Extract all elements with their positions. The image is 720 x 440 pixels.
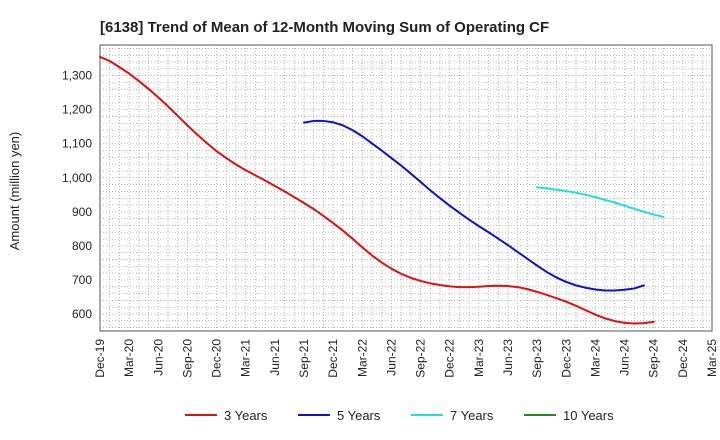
x-tick-label: Sep-22: [414, 339, 428, 378]
x-tick-label: Dec-20: [210, 339, 224, 378]
x-tick-label: Dec-23: [559, 339, 573, 378]
x-tick-label: Jun-21: [268, 339, 282, 376]
x-tick-label: Dec-21: [326, 339, 340, 378]
x-tick-label: Sep-23: [530, 339, 544, 378]
x-tick-label: Jun-23: [501, 339, 515, 376]
chart-title: [6138] Trend of Mean of 12-Month Moving …: [100, 19, 549, 36]
legend-label: 5 Years: [337, 408, 381, 423]
x-tick-label: Dec-22: [443, 339, 457, 378]
x-tick-label: Mar-23: [472, 339, 486, 377]
x-tick-label: Jun-20: [151, 339, 165, 376]
x-tick-label: Sep-20: [180, 339, 194, 378]
y-axis-ticks: 600 700 800 900 1,000 1,100 1,200 1,300: [62, 69, 92, 321]
legend-label: 10 Years: [563, 408, 614, 423]
x-tick-label: Mar-21: [239, 339, 253, 377]
legend: 3 Years 5 Years 7 Years 10 Years: [185, 408, 614, 423]
x-tick-label: Jun-22: [384, 339, 398, 376]
y-tick-label: 1,100: [62, 137, 92, 151]
y-tick-label: 600: [72, 307, 92, 321]
x-tick-label: Mar-22: [355, 339, 369, 377]
y-axis-label: Amount (million yen): [7, 132, 22, 251]
x-tick-label: Jun-24: [618, 339, 632, 376]
x-tick-label: Sep-24: [647, 339, 661, 378]
y-tick-label: 800: [72, 239, 92, 253]
x-tick-label: Mar-20: [122, 339, 136, 377]
x-tick-label: Sep-21: [297, 339, 311, 378]
series-lines: [99, 55, 665, 325]
series-line-3-years: [99, 55, 655, 325]
x-tick-label: Dec-24: [676, 339, 690, 378]
x-tick-label: Dec-19: [93, 339, 107, 378]
series-line-5-years: [303, 119, 645, 292]
legend-label: 3 Years: [224, 408, 268, 423]
series-line-7-years: [536, 186, 665, 218]
x-axis-ticks: Dec-19 Mar-20 Jun-20 Sep-20 Dec-20 Mar-21 Jun-…: [93, 339, 719, 378]
y-tick-label: 700: [72, 273, 92, 287]
y-tick-label: 1,300: [62, 69, 92, 83]
x-tick-label: Mar-24: [588, 339, 602, 377]
y-tick-label: 900: [72, 205, 92, 219]
y-tick-label: 1,200: [62, 103, 92, 117]
legend-label: 7 Years: [450, 408, 494, 423]
y-tick-label: 1,000: [62, 171, 92, 185]
plot-area: [99, 44, 713, 332]
x-tick-label: Mar-25: [705, 339, 719, 377]
grid: [100, 45, 712, 331]
